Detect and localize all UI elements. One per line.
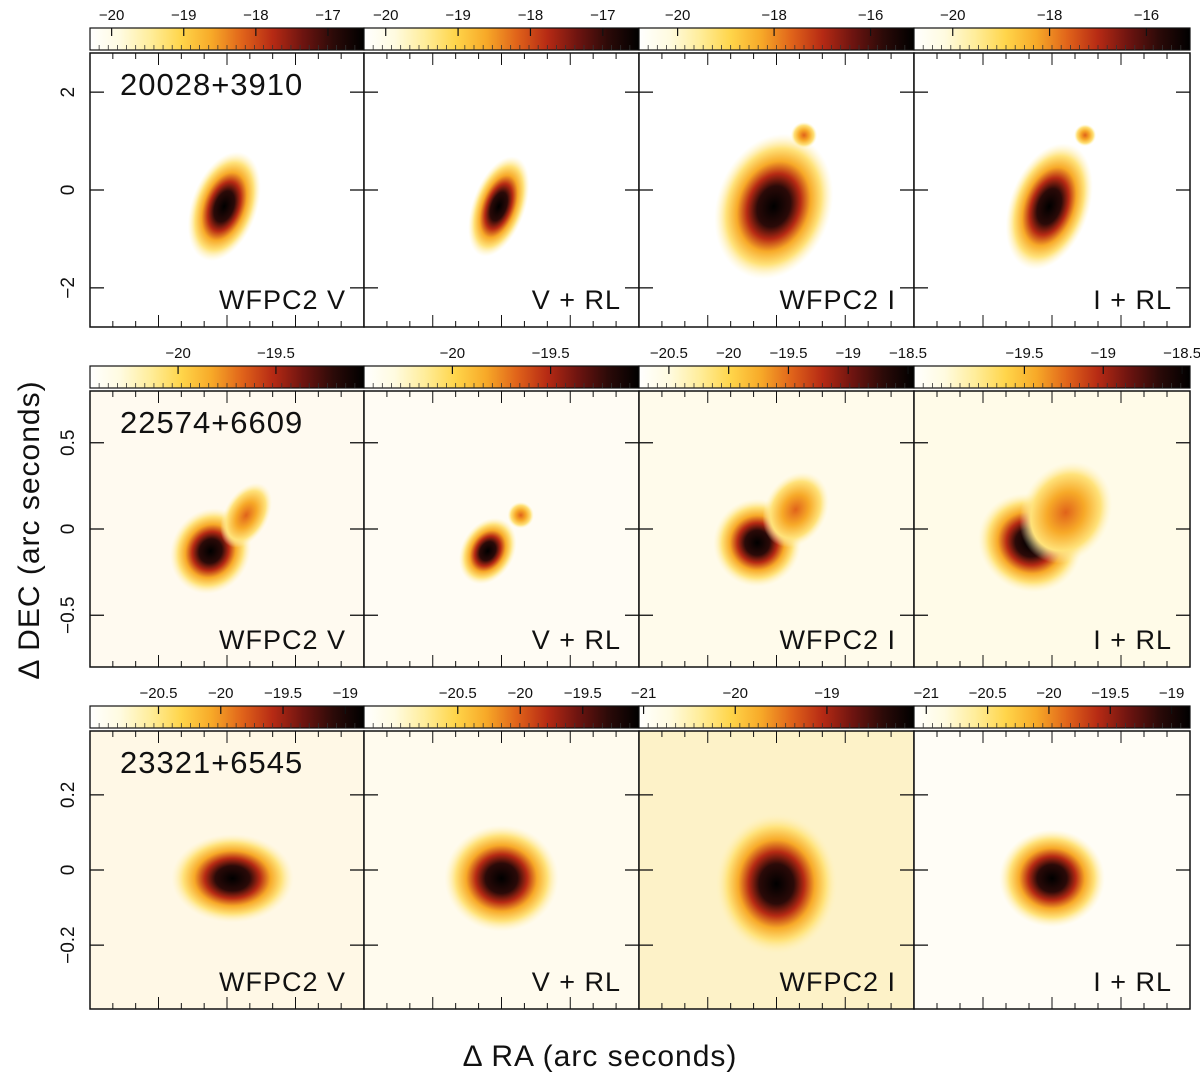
colorbar-tick-label: −18 (518, 7, 543, 24)
colorbar-tick-label: −20 (208, 685, 233, 702)
row-3: −20.5 −20 −19.5 −19 WFPC2 V −20.5 −20 −19.5 V + … (58, 685, 1191, 1010)
y-tick-label: −0.5 (58, 596, 79, 634)
colorbar-tick-label: −19.5 (1091, 685, 1129, 702)
colorbar-tick-label: −19 (1159, 685, 1184, 702)
object-label: 23321+6545 (120, 745, 303, 780)
colorbar-tick-label: −19 (1091, 345, 1116, 362)
colorbar-tick-label: −19 (836, 345, 861, 362)
panel-label: V + RL (532, 625, 621, 655)
panel-label: I + RL (1093, 625, 1172, 655)
colorbar-tick-label: −20 (373, 7, 398, 24)
panel-label: WFPC2 I (779, 967, 896, 997)
source-emission (187, 151, 261, 262)
colorbar-tick-label: −16 (1134, 7, 1159, 24)
y-axis-title: Δ DEC (arc seconds) (13, 380, 46, 680)
panel-label: WFPC2 V (219, 285, 346, 315)
source-emission (220, 482, 273, 548)
colorbar-tick-label: −20.5 (140, 685, 178, 702)
source-emission (458, 517, 517, 585)
y-tick-label: 0 (58, 524, 79, 535)
colorbar-tick-label: −19.5 (264, 685, 302, 702)
source-emission (762, 471, 830, 548)
colorbar-tick-label: −19.5 (257, 345, 295, 362)
colorbar-tick-label: −21 (914, 685, 939, 702)
colorbar-tick-label: −18 (1037, 7, 1062, 24)
colorbar-tick-label: −19.5 (532, 345, 570, 362)
y-tick-label: −0.2 (58, 926, 79, 964)
colorbar-tick-label: −18.5 (889, 345, 927, 362)
y-tick-label: 0.2 (58, 782, 79, 808)
colorbar-tick-label: −20 (440, 345, 465, 362)
panel-label: WFPC2 V (219, 625, 346, 655)
colorbar-tick-label: −20 (665, 7, 690, 24)
colorbar-tick-label: −20 (723, 685, 748, 702)
colorbar-tick-label: −19 (814, 685, 839, 702)
colorbar-tick-label: −20.5 (650, 345, 688, 362)
colorbar-tick-label: −19.5 (564, 685, 602, 702)
source-emission (507, 501, 534, 529)
colorbar-tick-label: −20.5 (439, 685, 477, 702)
panel-label: V + RL (532, 967, 621, 997)
colorbar-tick-label: −18 (761, 7, 786, 24)
colorbar-tick-label: −17 (590, 7, 615, 24)
colorbar-tick-label: −18 (243, 7, 268, 24)
y-tick-label: 2 (58, 87, 79, 98)
colorbar-tick-label: −20.5 (969, 685, 1007, 702)
source-emission (171, 833, 294, 923)
colorbar-tick-label: −19 (171, 7, 196, 24)
source-emission (714, 133, 834, 280)
colorbar-tick-label: −16 (858, 7, 883, 24)
x-axis-title: Δ RA (arc seconds) (462, 1040, 738, 1073)
y-tick-label: 0 (58, 865, 79, 876)
colorbar-tick-label: −20 (940, 7, 965, 24)
colorbar-tick-label: −20 (99, 7, 124, 24)
panel-label: WFPC2 I (779, 285, 896, 315)
panel-label: I + RL (1093, 967, 1172, 997)
source-emission (1074, 124, 1097, 147)
source-emission (468, 156, 530, 257)
colorbar-tick-label: −21 (631, 685, 656, 702)
panel-label: WFPC2 V (219, 967, 346, 997)
colorbar-tick-label: −17 (315, 7, 340, 24)
colorbar-tick-label: −18.5 (1163, 345, 1200, 362)
source-emission (1005, 143, 1093, 270)
object-label: 20028+3910 (120, 67, 303, 102)
colorbar-tick-label: −20 (508, 685, 533, 702)
colorbar-tick-label: −20 (165, 345, 190, 362)
colorbar-tick-label: −19.5 (769, 345, 807, 362)
y-tick-label: 0 (58, 185, 79, 196)
colorbar-tick-label: −19 (333, 685, 358, 702)
colorbar-tick-label: −19 (445, 7, 470, 24)
colorbar-tick-label: −19.5 (1005, 345, 1043, 362)
panel-label: V + RL (532, 285, 621, 315)
panel-label: I + RL (1093, 285, 1172, 315)
y-tick-label: −2 (58, 277, 79, 299)
source-emission (714, 812, 839, 956)
row-2: −20 −19.5 WFPC2 V −20 −19.5 V + RL −20.5 −20 −19… (58, 345, 1200, 668)
colorbar-tick-label: −20 (1036, 685, 1061, 702)
source-emission (444, 824, 559, 932)
panel-label: WFPC2 I (779, 625, 896, 655)
y-tick-label: 0.5 (58, 430, 79, 456)
object-label: 22574+6609 (120, 405, 303, 440)
source-emission (1019, 461, 1113, 564)
source-emission (790, 122, 818, 149)
source-emission (999, 829, 1105, 928)
colorbar-tick-label: −20 (716, 345, 741, 362)
